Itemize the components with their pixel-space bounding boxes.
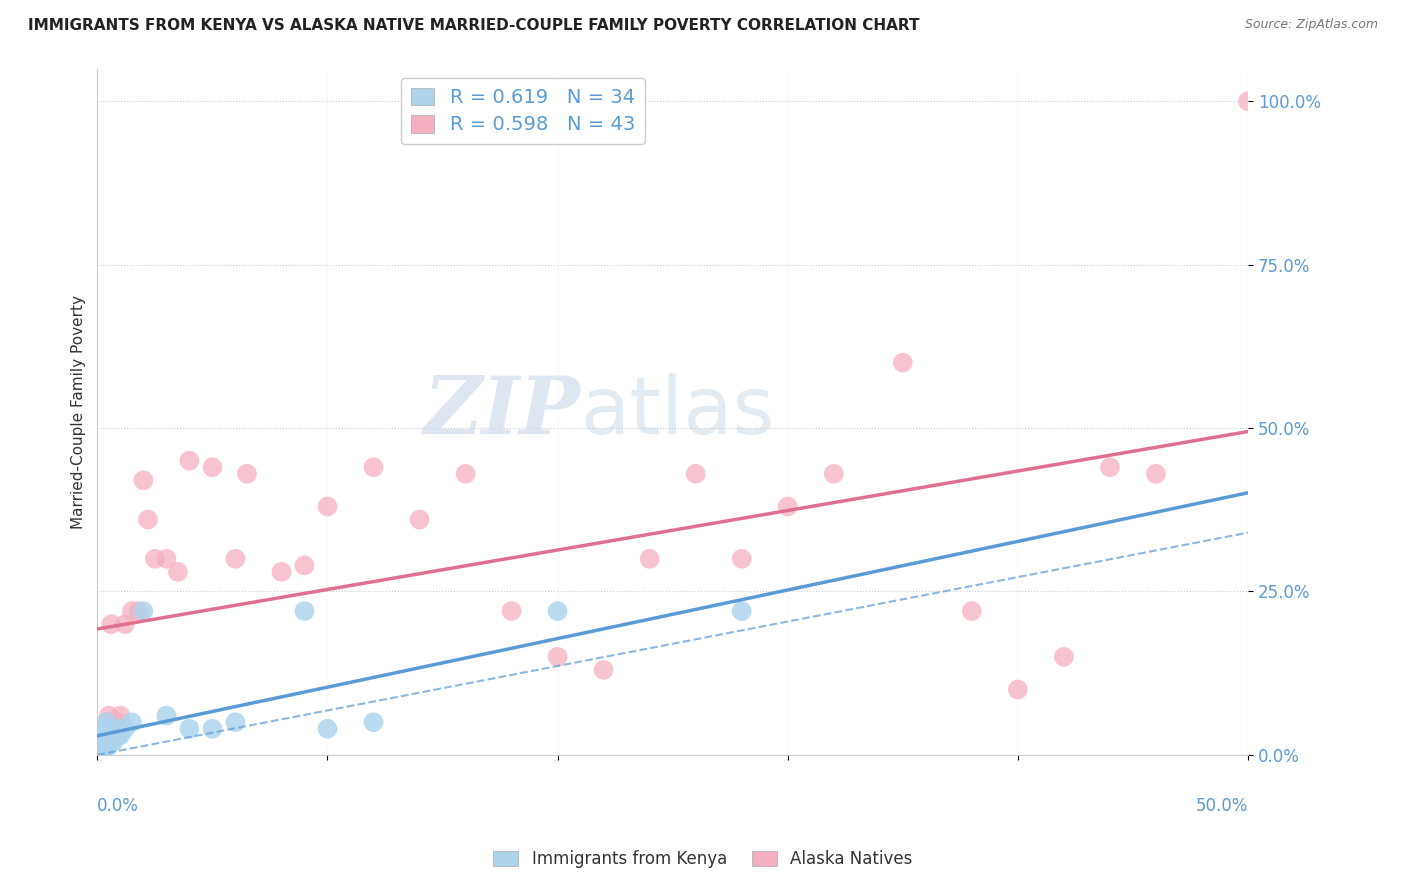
Point <box>270 565 292 579</box>
Point <box>93 735 115 749</box>
Point <box>776 500 799 514</box>
Point <box>100 617 122 632</box>
Legend: Immigrants from Kenya, Alaska Natives: Immigrants from Kenya, Alaska Natives <box>486 844 920 875</box>
Point <box>731 604 754 618</box>
Point <box>547 649 569 664</box>
Point <box>104 722 127 736</box>
Point <box>316 500 339 514</box>
Point <box>110 728 132 742</box>
Point <box>143 551 166 566</box>
Point <box>136 512 159 526</box>
Point <box>1237 94 1260 108</box>
Point <box>1007 682 1029 697</box>
Point <box>201 460 224 475</box>
Point <box>179 454 201 468</box>
Point <box>501 604 523 618</box>
Point <box>89 741 111 756</box>
Point <box>110 708 132 723</box>
Point <box>408 512 430 526</box>
Point <box>155 708 177 723</box>
Point <box>103 728 125 742</box>
Point <box>89 735 111 749</box>
Point <box>167 565 190 579</box>
Point <box>155 551 177 566</box>
Point <box>638 551 661 566</box>
Point <box>224 551 246 566</box>
Point <box>100 735 122 749</box>
Point <box>100 728 122 742</box>
Point <box>592 663 614 677</box>
Point <box>91 741 114 756</box>
Text: Source: ZipAtlas.com: Source: ZipAtlas.com <box>1244 18 1378 31</box>
Point <box>547 604 569 618</box>
Point <box>93 722 115 736</box>
Point <box>121 604 143 618</box>
Point <box>93 741 115 756</box>
Y-axis label: Married-Couple Family Poverty: Married-Couple Family Poverty <box>72 294 86 529</box>
Point <box>823 467 845 481</box>
Point <box>132 474 155 488</box>
Point <box>224 715 246 730</box>
Point <box>97 708 120 723</box>
Point <box>96 715 118 730</box>
Point <box>294 558 316 573</box>
Point <box>114 722 136 736</box>
Point <box>454 467 477 481</box>
Point <box>110 722 132 736</box>
Point <box>97 722 120 736</box>
Point <box>103 735 125 749</box>
Point <box>179 722 201 736</box>
Point <box>93 722 115 736</box>
Point <box>201 722 224 736</box>
Point <box>96 715 118 730</box>
Point <box>97 728 120 742</box>
Point <box>132 604 155 618</box>
Point <box>363 460 385 475</box>
Text: ZIP: ZIP <box>423 373 581 450</box>
Point <box>731 551 754 566</box>
Point <box>1053 649 1076 664</box>
Point <box>236 467 259 481</box>
Point <box>104 728 127 742</box>
Point <box>97 735 120 749</box>
Text: 50.0%: 50.0% <box>1195 797 1249 814</box>
Point <box>316 722 339 736</box>
Point <box>96 728 118 742</box>
Point <box>91 728 114 742</box>
Point <box>960 604 983 618</box>
Text: IMMIGRANTS FROM KENYA VS ALASKA NATIVE MARRIED-COUPLE FAMILY POVERTY CORRELATION: IMMIGRANTS FROM KENYA VS ALASKA NATIVE M… <box>28 18 920 33</box>
Point <box>121 715 143 730</box>
Point <box>91 728 114 742</box>
Point <box>1098 460 1121 475</box>
Text: atlas: atlas <box>581 373 775 450</box>
Point <box>128 604 150 618</box>
Point <box>1144 467 1167 481</box>
Point <box>91 735 114 749</box>
Point <box>114 617 136 632</box>
Point <box>96 741 118 756</box>
Point <box>685 467 707 481</box>
Point <box>89 735 111 749</box>
Point <box>891 356 914 370</box>
Point <box>103 722 125 736</box>
Point <box>107 728 129 742</box>
Text: 0.0%: 0.0% <box>97 797 139 814</box>
Legend: R = 0.619   N = 34, R = 0.598   N = 43: R = 0.619 N = 34, R = 0.598 N = 43 <box>401 78 645 145</box>
Point <box>294 604 316 618</box>
Point <box>363 715 385 730</box>
Point <box>107 715 129 730</box>
